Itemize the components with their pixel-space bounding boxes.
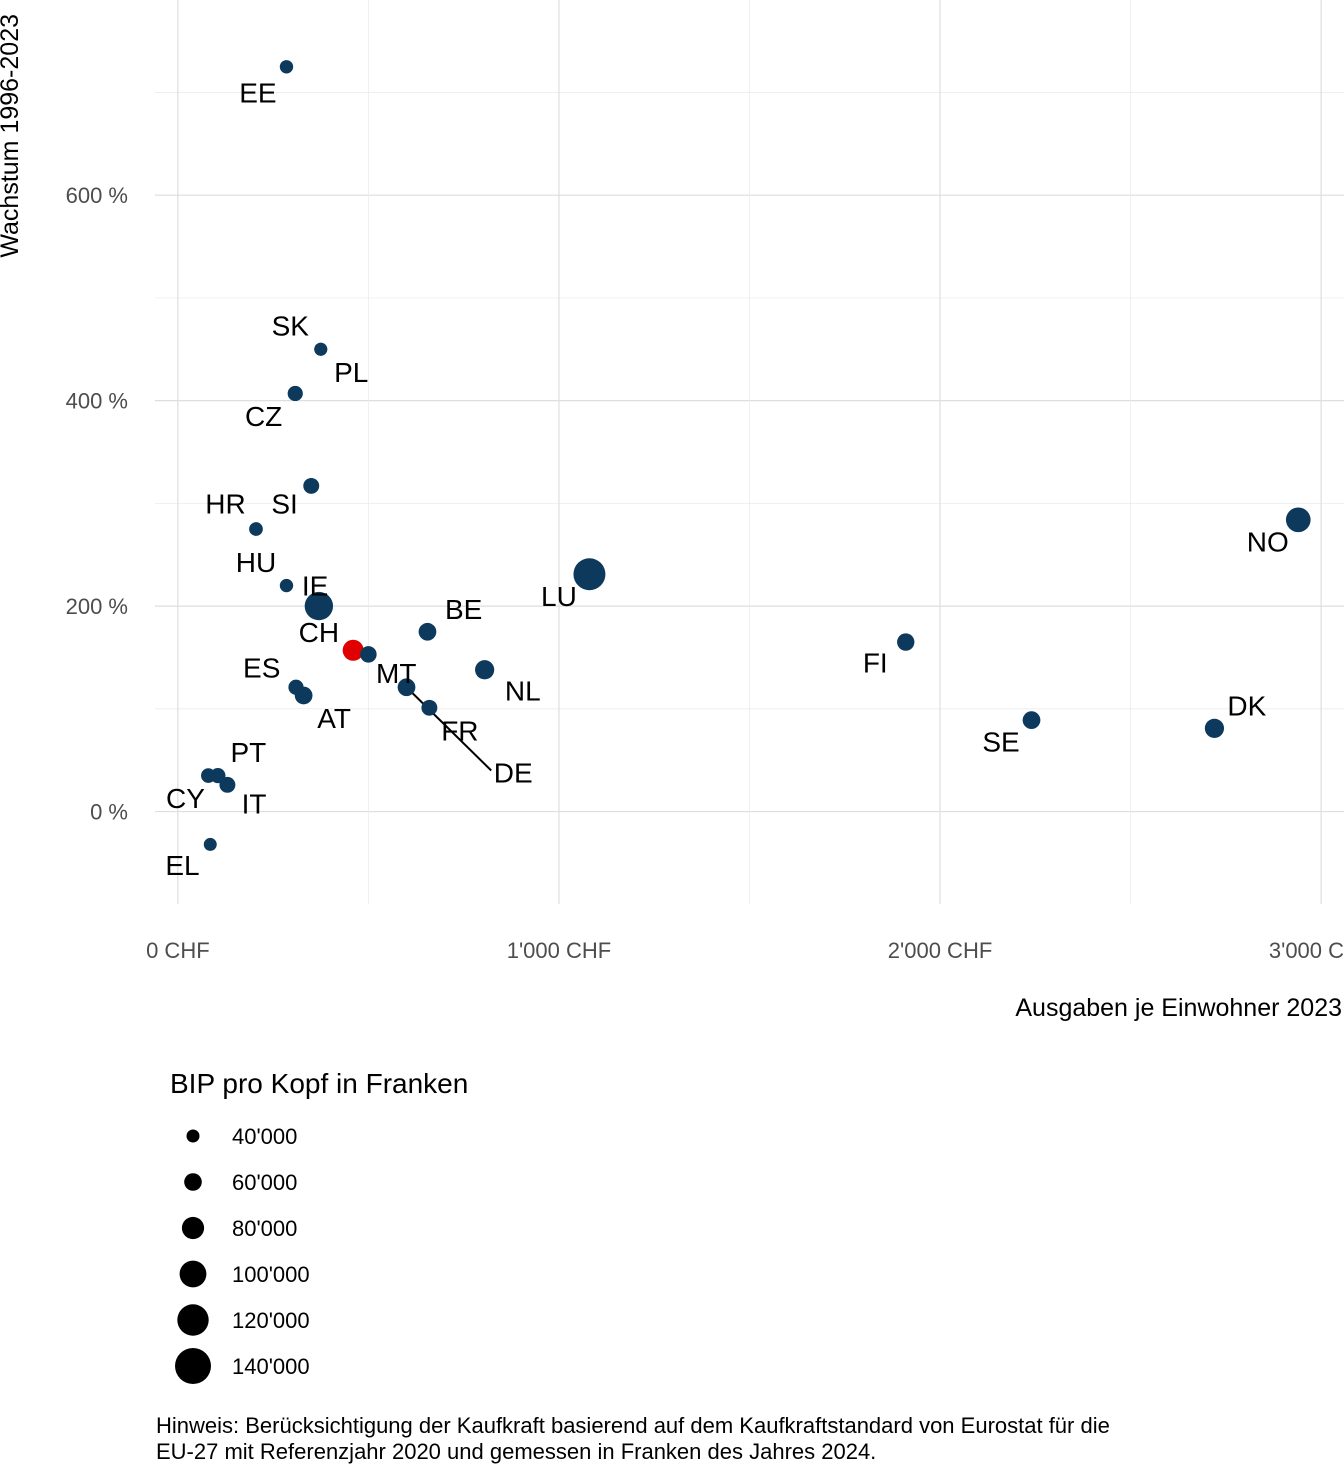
y-tick-label: 200 %	[66, 594, 128, 619]
legend-key	[175, 1348, 211, 1384]
point-label-si: SI	[271, 488, 297, 519]
legend-key	[177, 1304, 209, 1336]
data-point-nl	[475, 660, 495, 680]
point-label-it: IT	[242, 788, 267, 819]
legend-label: 140'000	[232, 1354, 310, 1379]
point-label-ie: IE	[302, 571, 328, 602]
footnote: Hinweis: Berücksichtigung der Kaufkraft …	[156, 1413, 1306, 1465]
data-point-ee	[279, 60, 294, 74]
legend-key	[184, 1173, 202, 1191]
footnote-line-1: Hinweis: Berücksichtigung der Kaufkraft …	[156, 1413, 1110, 1438]
x-tick-label: 2'000 CHF	[888, 938, 992, 963]
point-label-cz: CZ	[245, 401, 282, 432]
point-label-be: BE	[445, 594, 482, 625]
label-leader-lines	[405, 686, 492, 772]
data-point-fr	[421, 699, 438, 716]
legend-label: 80'000	[232, 1216, 297, 1241]
y-axis-title: Wachstum 1996-2023	[0, 14, 24, 258]
data-point-el	[203, 837, 217, 851]
legend-key	[181, 1216, 205, 1240]
data-point-mt	[360, 646, 377, 663]
data-point-de	[397, 678, 416, 697]
point-label-es: ES	[243, 653, 280, 684]
size-legend: BIP pro Kopf in Franken 40'000 60'000 80'0…	[170, 1068, 468, 1384]
legend-label: 120'000	[232, 1308, 310, 1333]
point-label-hr: HR	[205, 488, 245, 519]
point-label-lu: LU	[541, 581, 577, 612]
point-label-de: DE	[494, 758, 533, 789]
point-label-mt: MT	[376, 658, 416, 689]
legend-title: BIP pro Kopf in Franken	[170, 1068, 468, 1099]
data-point-pt	[201, 768, 216, 783]
point-label-cy: CY	[166, 783, 205, 814]
footnote-line-2: EU-27 mit Referenzjahr 2020 und gemessen…	[156, 1439, 877, 1464]
point-labels: EE SK PL CZ SI HR HU IE CH MT BE LU NL DE FR ES AT FI SE DK…	[165, 77, 1288, 881]
x-tick-label: 1'000 CHF	[507, 938, 611, 963]
data-point-lu	[573, 558, 606, 591]
grid-lines	[155, 0, 1344, 904]
x-tick-label: 0 CHF	[146, 938, 210, 963]
data-point-si	[303, 477, 320, 494]
data-point-dk	[1204, 718, 1225, 738]
data-point-se	[1022, 711, 1041, 729]
point-label-se: SE	[982, 727, 1019, 758]
x-axis-ticks: 0 CHF 1'000 CHF 2'000 CHF 3'000 CHF	[146, 938, 1344, 963]
data-points	[201, 60, 1311, 851]
legend-label: 60'000	[232, 1170, 297, 1195]
legend-label: 40'000	[232, 1124, 297, 1149]
data-point-ie	[304, 591, 334, 621]
data-point-hu	[279, 578, 294, 593]
point-label-hu: HU	[236, 547, 276, 578]
data-point-es	[288, 679, 304, 695]
y-tick-label: 600 %	[66, 183, 128, 208]
point-label-dk: DK	[1227, 691, 1266, 722]
legend-key	[186, 1129, 200, 1143]
point-label-no: NO	[1247, 526, 1289, 557]
data-point-cz	[287, 385, 303, 402]
leader-line-de	[405, 686, 492, 772]
point-label-pt: PT	[230, 737, 266, 768]
y-tick-label: 0 %	[90, 800, 128, 825]
data-point-it	[219, 776, 236, 793]
y-tick-label: 400 %	[66, 389, 128, 414]
legend-key	[179, 1260, 207, 1288]
point-label-el: EL	[165, 850, 199, 881]
data-point-fi	[897, 633, 915, 651]
x-axis-title: Ausgaben je Einwohner 2023	[1015, 994, 1342, 1022]
point-label-nl: NL	[505, 675, 541, 706]
legend-label: 100'000	[232, 1262, 310, 1287]
scatter-chart: 0 % 200 % 400 % 600 % 0 CHF 1'000 CHF 2'000 C…	[0, 0, 1344, 1384]
point-label-pl: PL	[334, 357, 368, 388]
point-label-at: AT	[317, 703, 351, 734]
y-axis-ticks: 0 % 200 % 400 % 600 %	[66, 183, 128, 824]
data-point-pl	[314, 342, 328, 356]
data-point-hr	[249, 522, 263, 536]
x-tick-label: 3'000 CHF	[1269, 938, 1344, 963]
data-point-be	[418, 622, 437, 641]
point-label-fi: FI	[863, 648, 888, 679]
point-label-ch: CH	[299, 617, 339, 648]
data-point-ch	[342, 639, 364, 661]
point-label-sk: SK	[272, 311, 310, 342]
point-label-ee: EE	[239, 77, 276, 108]
data-point-no	[1285, 507, 1311, 533]
point-label-fr: FR	[441, 715, 478, 746]
